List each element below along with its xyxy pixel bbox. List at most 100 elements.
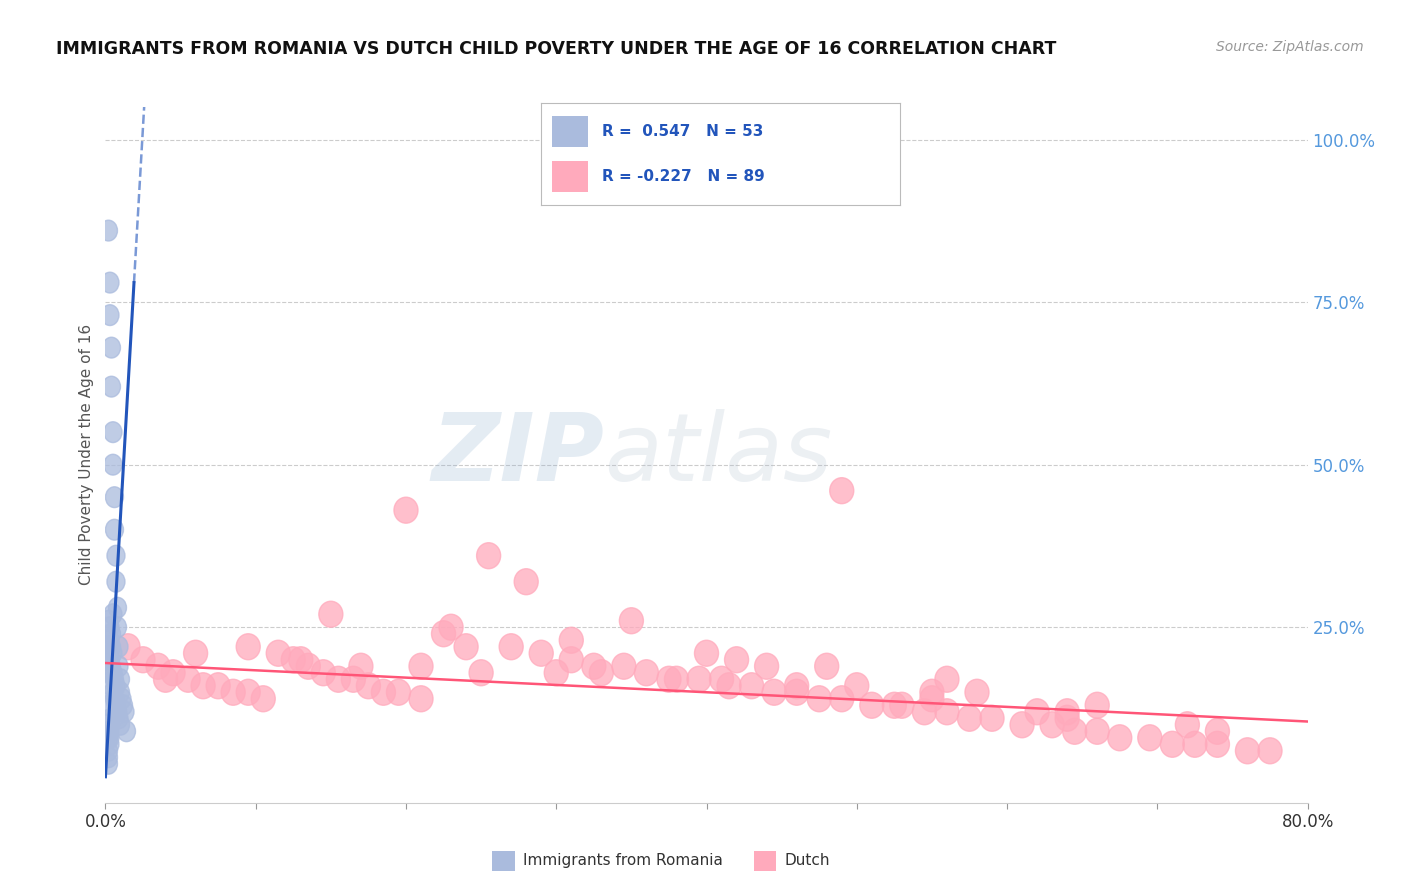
Ellipse shape — [326, 666, 350, 692]
Ellipse shape — [409, 653, 433, 679]
Ellipse shape — [935, 698, 959, 725]
Ellipse shape — [108, 598, 127, 618]
Ellipse shape — [146, 653, 170, 679]
Ellipse shape — [221, 679, 245, 706]
Ellipse shape — [1108, 725, 1132, 751]
Ellipse shape — [762, 679, 786, 706]
Ellipse shape — [387, 679, 411, 706]
Ellipse shape — [101, 727, 120, 748]
Ellipse shape — [100, 740, 118, 761]
Ellipse shape — [100, 754, 118, 774]
Ellipse shape — [1182, 731, 1206, 757]
Ellipse shape — [740, 673, 763, 698]
Ellipse shape — [115, 633, 141, 660]
Ellipse shape — [101, 695, 120, 715]
Ellipse shape — [1054, 698, 1080, 725]
Ellipse shape — [1258, 738, 1282, 764]
Ellipse shape — [860, 692, 884, 718]
Ellipse shape — [620, 607, 644, 633]
Ellipse shape — [499, 633, 523, 660]
Ellipse shape — [319, 601, 343, 627]
Ellipse shape — [830, 478, 853, 504]
Ellipse shape — [100, 636, 118, 657]
Ellipse shape — [104, 681, 122, 703]
Ellipse shape — [297, 653, 321, 679]
Ellipse shape — [710, 666, 734, 692]
Ellipse shape — [104, 643, 122, 664]
Ellipse shape — [105, 487, 124, 508]
Ellipse shape — [529, 640, 553, 666]
Ellipse shape — [665, 666, 689, 692]
Ellipse shape — [724, 647, 748, 673]
Ellipse shape — [104, 663, 122, 683]
Ellipse shape — [439, 615, 463, 640]
Ellipse shape — [100, 747, 118, 768]
Ellipse shape — [236, 679, 260, 706]
Ellipse shape — [111, 669, 129, 690]
Ellipse shape — [236, 633, 260, 660]
Ellipse shape — [162, 660, 186, 686]
Ellipse shape — [589, 660, 613, 686]
Ellipse shape — [101, 663, 120, 683]
Ellipse shape — [311, 660, 336, 686]
Ellipse shape — [409, 686, 433, 712]
Ellipse shape — [101, 734, 120, 755]
Ellipse shape — [103, 636, 121, 657]
Ellipse shape — [101, 630, 120, 650]
Ellipse shape — [176, 666, 200, 692]
Ellipse shape — [657, 666, 681, 692]
Ellipse shape — [1205, 718, 1229, 744]
Ellipse shape — [1085, 718, 1109, 744]
Ellipse shape — [104, 604, 122, 624]
Ellipse shape — [1205, 731, 1229, 757]
Ellipse shape — [101, 721, 120, 741]
Y-axis label: Child Poverty Under the Age of 16: Child Poverty Under the Age of 16 — [79, 325, 94, 585]
Ellipse shape — [115, 701, 134, 723]
Ellipse shape — [107, 695, 125, 715]
Ellipse shape — [1137, 725, 1161, 751]
Ellipse shape — [131, 647, 155, 673]
Text: Source: ZipAtlas.com: Source: ZipAtlas.com — [1216, 40, 1364, 54]
Ellipse shape — [108, 701, 127, 723]
Ellipse shape — [252, 686, 276, 712]
Ellipse shape — [1040, 712, 1064, 738]
Ellipse shape — [103, 708, 121, 729]
Ellipse shape — [101, 649, 120, 670]
Ellipse shape — [830, 686, 853, 712]
Ellipse shape — [100, 649, 118, 670]
Ellipse shape — [111, 681, 129, 703]
Ellipse shape — [432, 621, 456, 647]
Text: IMMIGRANTS FROM ROMANIA VS DUTCH CHILD POVERTY UNDER THE AGE OF 16 CORRELATION C: IMMIGRANTS FROM ROMANIA VS DUTCH CHILD P… — [56, 40, 1057, 58]
Ellipse shape — [935, 666, 959, 692]
Ellipse shape — [1025, 698, 1049, 725]
Ellipse shape — [1160, 731, 1184, 757]
Ellipse shape — [477, 542, 501, 569]
Ellipse shape — [920, 686, 943, 712]
Ellipse shape — [717, 673, 741, 698]
Ellipse shape — [153, 666, 177, 692]
Ellipse shape — [755, 653, 779, 679]
Ellipse shape — [454, 633, 478, 660]
Ellipse shape — [582, 653, 606, 679]
Ellipse shape — [890, 692, 914, 718]
Text: R =  0.547   N = 53: R = 0.547 N = 53 — [602, 124, 763, 139]
Ellipse shape — [103, 624, 121, 644]
Ellipse shape — [695, 640, 718, 666]
Text: R = -0.227   N = 89: R = -0.227 N = 89 — [602, 169, 765, 184]
Ellipse shape — [100, 727, 118, 748]
Ellipse shape — [1236, 738, 1260, 764]
Ellipse shape — [103, 656, 121, 677]
Ellipse shape — [814, 653, 839, 679]
Ellipse shape — [112, 689, 131, 709]
Ellipse shape — [191, 673, 215, 698]
Ellipse shape — [845, 673, 869, 698]
Ellipse shape — [883, 692, 907, 718]
Ellipse shape — [103, 337, 121, 358]
Ellipse shape — [114, 695, 132, 715]
Ellipse shape — [103, 675, 121, 696]
Ellipse shape — [349, 653, 373, 679]
Ellipse shape — [281, 647, 305, 673]
Text: ZIP: ZIP — [432, 409, 605, 501]
Ellipse shape — [807, 686, 831, 712]
Ellipse shape — [980, 706, 1004, 731]
